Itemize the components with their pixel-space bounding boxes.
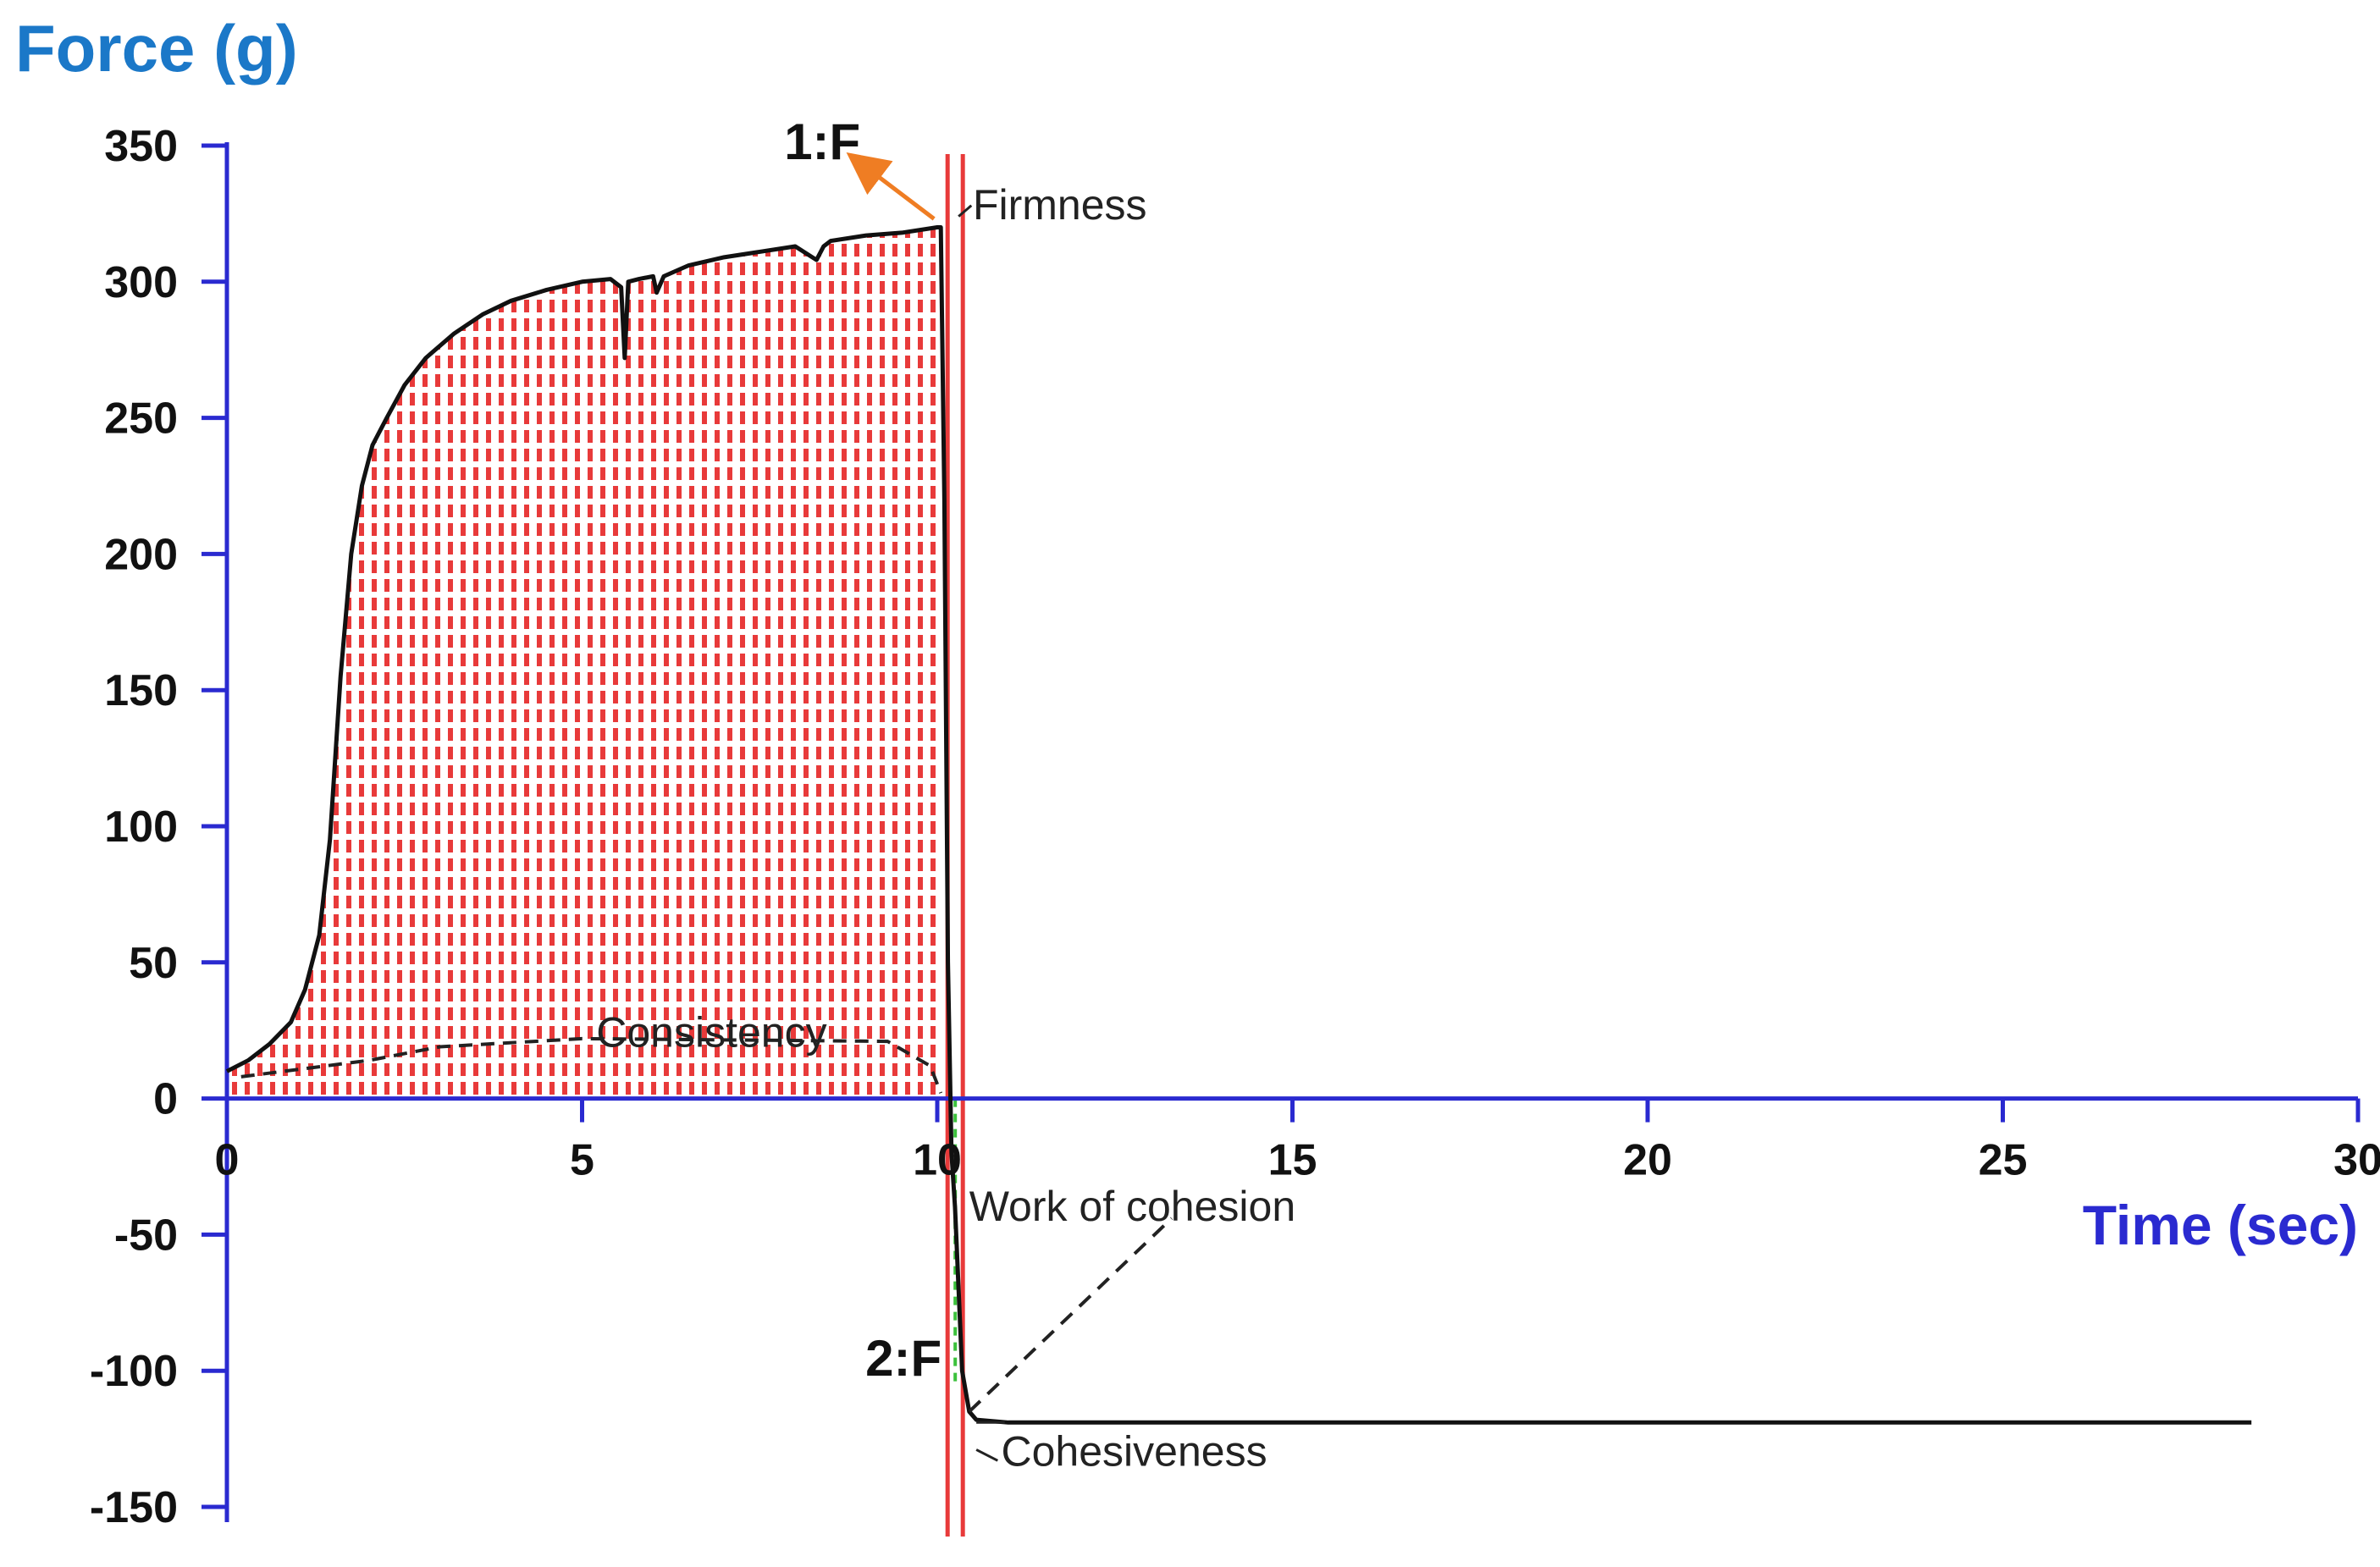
x-tick-label-5: 5 bbox=[570, 1136, 594, 1185]
force-curve bbox=[225, 224, 2252, 1425]
point-label-2: 2:F bbox=[865, 1330, 942, 1387]
annotation-cohesiveness: Cohesiveness bbox=[1002, 1428, 1267, 1476]
x-tick-label-25: 25 bbox=[1979, 1136, 2028, 1185]
y-tick-label--150: -150 bbox=[90, 1483, 178, 1532]
y-tick-label-150: 150 bbox=[104, 666, 178, 715]
x-axis-title: Time (sec) bbox=[2083, 1194, 2358, 1256]
firmness-leader bbox=[958, 204, 973, 218]
y-tick-label-350: 350 bbox=[104, 122, 178, 171]
y-tick-label-100: 100 bbox=[104, 803, 178, 852]
y-tick-label-300: 300 bbox=[104, 258, 178, 307]
y-tick-label--50: -50 bbox=[114, 1211, 178, 1260]
y-tick-label-0: 0 bbox=[153, 1075, 178, 1124]
x-tick-label-0: 0 bbox=[215, 1136, 240, 1185]
work-of-cohesion-dash bbox=[968, 1217, 1173, 1413]
annotation-consistency: Consistency bbox=[596, 1008, 826, 1056]
y-tick-label-200: 200 bbox=[104, 530, 178, 579]
y-tick-label--100: -100 bbox=[90, 1347, 178, 1396]
point-label-1: 1:F bbox=[784, 113, 860, 170]
y-tick-label-50: 50 bbox=[129, 939, 178, 988]
positive-area-hatch bbox=[227, 227, 942, 1099]
annotation-firmness: Firmness bbox=[973, 181, 1147, 229]
annotation-work-of-cohesion: Work of cohesion bbox=[969, 1183, 1295, 1230]
y-axis-title: Force (g) bbox=[15, 11, 298, 86]
y-tick-label-250: 250 bbox=[104, 395, 178, 444]
consistency-dashed-curve bbox=[240, 1036, 943, 1094]
x-tick-label-15: 15 bbox=[1268, 1136, 1317, 1185]
cohesiveness-leader bbox=[975, 1448, 998, 1462]
firmness-arrow bbox=[846, 152, 936, 221]
x-tick-label-30: 30 bbox=[2333, 1136, 2380, 1185]
x-tick-label-20: 20 bbox=[1623, 1136, 1672, 1185]
